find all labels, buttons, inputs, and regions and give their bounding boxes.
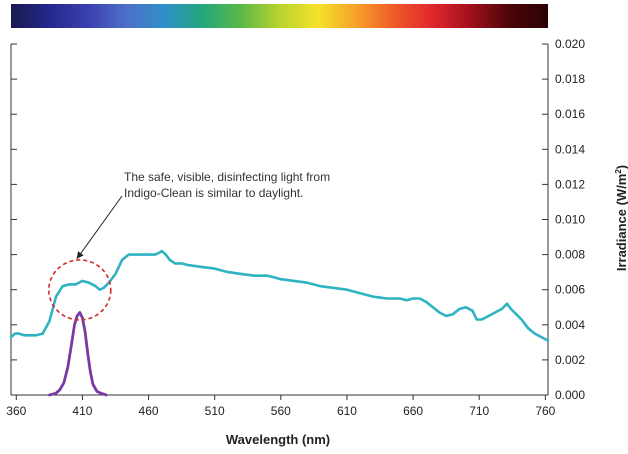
annotation-text-line: Indigo-Clean is similar to daylight. (124, 186, 303, 200)
x-tick-label: 760 (535, 404, 555, 418)
x-tick-label: 560 (271, 404, 291, 418)
x-tick-label: 610 (337, 404, 357, 418)
daylight-series-line (9, 249, 550, 342)
y-tick-label: 0.012 (555, 177, 585, 191)
spectrum-bar (11, 4, 548, 28)
x-axis-title: Wavelength (nm) (226, 432, 330, 447)
annotation-arrow-line (76, 195, 123, 260)
x-tick-label: 510 (205, 404, 225, 418)
y-tick-label: 0.000 (555, 388, 585, 402)
y-tick-label: 0.004 (555, 318, 585, 332)
x-tick-label: 660 (403, 404, 423, 418)
y-tick-label: 0.002 (555, 353, 585, 367)
x-tick-label: 360 (6, 404, 26, 418)
y-tick-label: 0.018 (555, 72, 585, 86)
y-tick-label: 0.016 (555, 107, 585, 121)
x-tick-label: 460 (139, 404, 159, 418)
y-tick-label: 0.008 (555, 248, 585, 262)
y-tick-label: 0.006 (555, 283, 585, 297)
x-tick-label: 710 (469, 404, 489, 418)
y-tick-label: 0.010 (555, 213, 585, 227)
x-tick-label: 410 (72, 404, 92, 418)
y-tick-label: 0.014 (555, 142, 585, 156)
indigo-clean-series-line (48, 311, 108, 397)
y-axis-title: Irradiance (W/m2) (614, 165, 628, 271)
annotation-arrow-head (76, 251, 84, 259)
highlight-circle (47, 259, 112, 321)
y-tick-label: 0.020 (555, 37, 585, 51)
annotation-text-line: The safe, visible, disinfecting light fr… (124, 170, 330, 184)
